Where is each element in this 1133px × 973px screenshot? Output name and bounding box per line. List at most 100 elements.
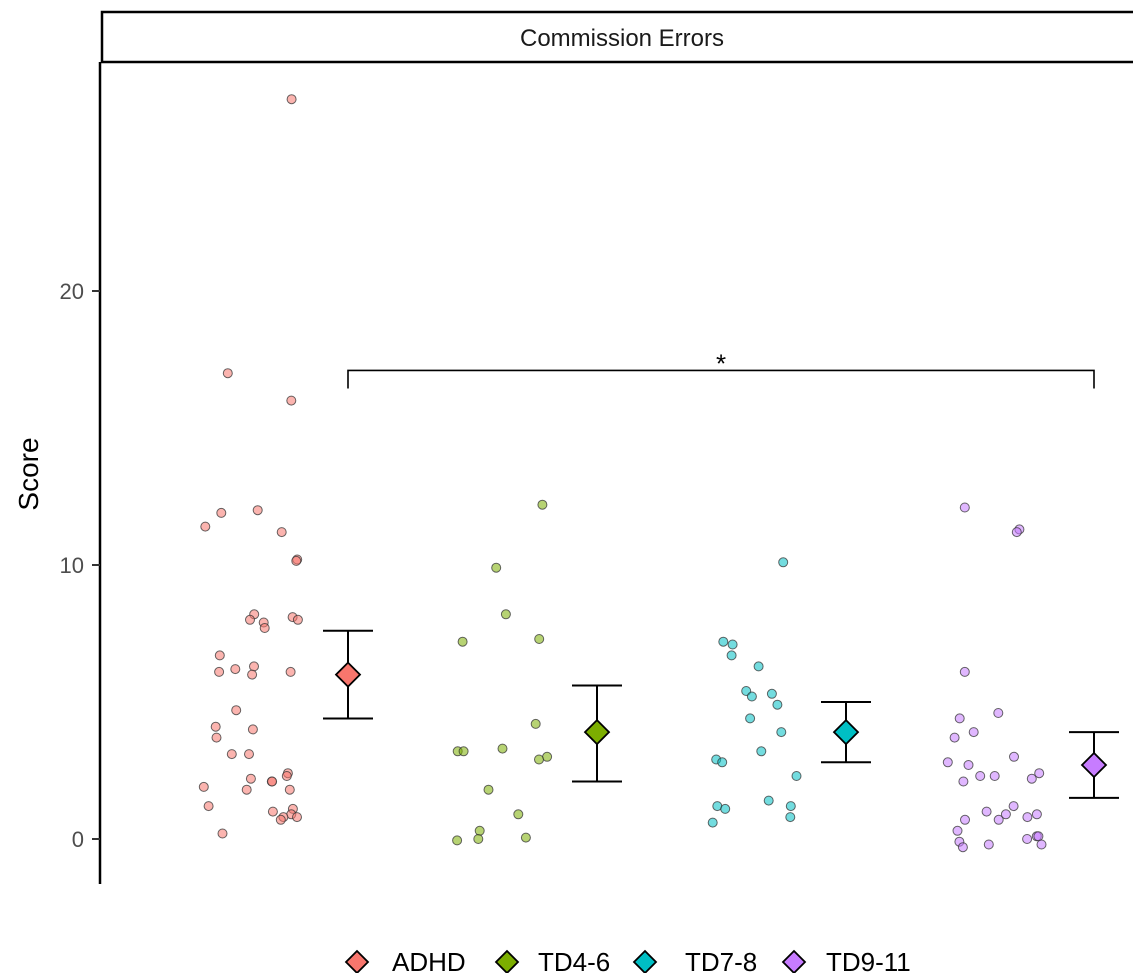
legend-label-td4-6: TD4-6 xyxy=(538,947,610,973)
data-point-adhd xyxy=(214,666,225,677)
data-point-td4-6 xyxy=(530,718,541,729)
data-point-td9-11 xyxy=(1011,527,1022,538)
data-point-td9-11 xyxy=(1033,831,1044,842)
data-point-td9-11 xyxy=(1036,839,1047,850)
data-point-adhd xyxy=(217,828,228,839)
data-point-adhd xyxy=(276,527,287,538)
data-point-td9-11 xyxy=(993,708,1004,718)
data-point-td9-11 xyxy=(963,760,974,770)
data-point-adhd xyxy=(286,395,297,406)
y-axis-ticks: 0 10 20 xyxy=(60,279,100,852)
facet-strip xyxy=(100,10,1133,64)
legend: ADHD TD4-6 TD7-8 TD9-11 xyxy=(344,947,911,973)
y-tick-label: 0 xyxy=(72,827,84,852)
data-point-td7-8 xyxy=(766,688,777,699)
data-point-td9-11 xyxy=(993,814,1004,825)
data-point-td4-6 xyxy=(491,562,502,573)
data-point-adhd xyxy=(211,732,222,743)
data-point-td9-11 xyxy=(1008,801,1019,812)
significance-star: * xyxy=(716,348,726,378)
data-point-adhd xyxy=(249,661,259,672)
facet-strip-title: Commission Errors xyxy=(520,25,724,52)
data-point-td4-6 xyxy=(500,609,511,620)
data-point-adhd xyxy=(275,814,286,825)
data-point-td7-8 xyxy=(785,812,796,823)
mean-ci-summaries xyxy=(323,629,1119,799)
data-point-td9-11 xyxy=(1022,812,1033,823)
data-point-adhd xyxy=(198,781,209,792)
mean-marker xyxy=(583,718,611,746)
summary-adhd xyxy=(323,629,373,720)
summary-td7-8 xyxy=(821,701,871,764)
data-point-td7-8 xyxy=(776,727,787,738)
data-point-td9-11 xyxy=(989,771,1000,781)
y-axis-title: Score xyxy=(13,437,44,510)
data-point-td7-8 xyxy=(785,801,796,812)
data-point-td9-11 xyxy=(975,771,986,781)
mean-marker xyxy=(1080,751,1108,779)
data-point-adhd xyxy=(292,812,302,823)
data-point-adhd xyxy=(226,749,237,760)
data-point-td7-8 xyxy=(778,557,789,568)
mean-marker xyxy=(832,718,860,746)
legend-label-td9-11: TD9-11 xyxy=(826,947,911,973)
data-point-adhd xyxy=(267,776,278,787)
significance-bracket: * xyxy=(347,348,1095,389)
legend-key-adhd xyxy=(344,949,370,973)
data-point-td9-11 xyxy=(958,776,969,787)
data-point-td4-6 xyxy=(457,636,468,647)
data-point-adhd xyxy=(231,705,242,716)
data-point-td9-11 xyxy=(983,839,994,850)
data-point-adhd xyxy=(203,801,214,812)
summary-td9-11 xyxy=(1069,731,1119,799)
data-point-td7-8 xyxy=(763,795,774,806)
data-point-td4-6 xyxy=(534,754,544,765)
data-point-adhd xyxy=(291,555,302,566)
data-point-td7-8 xyxy=(717,757,728,768)
data-point-td4-6 xyxy=(474,825,485,836)
data-point-td4-6 xyxy=(452,835,463,846)
data-point-td7-8 xyxy=(745,713,756,724)
legend-key-td9-11 xyxy=(781,949,807,973)
data-point-td7-8 xyxy=(720,803,731,814)
data-point-td7-8 xyxy=(707,817,718,828)
data-point-td9-11 xyxy=(981,806,992,817)
data-point-td9-11 xyxy=(960,814,970,825)
data-point-td9-11 xyxy=(1026,773,1037,784)
data-point-td9-11 xyxy=(1022,834,1033,844)
data-point-adhd xyxy=(245,773,256,784)
data-point-adhd xyxy=(214,650,225,661)
data-point-td9-11 xyxy=(1031,809,1042,820)
data-point-td4-6 xyxy=(473,834,484,844)
data-point-td9-11 xyxy=(959,502,970,513)
data-point-td9-11 xyxy=(959,666,970,677)
data-point-adhd xyxy=(245,614,255,625)
data-point-td9-11 xyxy=(952,825,963,836)
data-point-adhd xyxy=(247,724,258,735)
data-point-td4-6 xyxy=(497,743,508,754)
data-point-td9-11 xyxy=(1000,809,1011,820)
data-point-td4-6 xyxy=(534,634,545,644)
legend-key-td4-6 xyxy=(494,949,520,973)
data-point-adhd xyxy=(247,669,258,680)
data-point-td4-6 xyxy=(483,784,494,795)
data-point-adhd xyxy=(200,521,211,532)
data-point-adhd xyxy=(292,614,303,625)
data-point-td9-11 xyxy=(968,727,979,738)
data-point-adhd xyxy=(210,721,221,732)
data-point-adhd xyxy=(230,664,241,675)
data-point-td9-11 xyxy=(954,713,965,724)
data-point-adhd xyxy=(286,94,297,105)
data-point-adhd xyxy=(222,368,233,379)
legend-label-td7-8: TD7-8 xyxy=(685,947,757,973)
summary-td4-6 xyxy=(572,684,622,783)
y-tick-label: 10 xyxy=(60,553,84,578)
data-point-td9-11 xyxy=(949,732,960,743)
data-point-td9-11 xyxy=(1034,768,1045,779)
bracket-line xyxy=(347,369,1095,389)
data-point-td7-8 xyxy=(718,636,729,647)
data-point-td7-8 xyxy=(753,661,764,672)
data-point-td4-6 xyxy=(520,832,531,843)
data-point-adhd xyxy=(259,623,270,633)
data-point-adhd xyxy=(285,666,296,677)
